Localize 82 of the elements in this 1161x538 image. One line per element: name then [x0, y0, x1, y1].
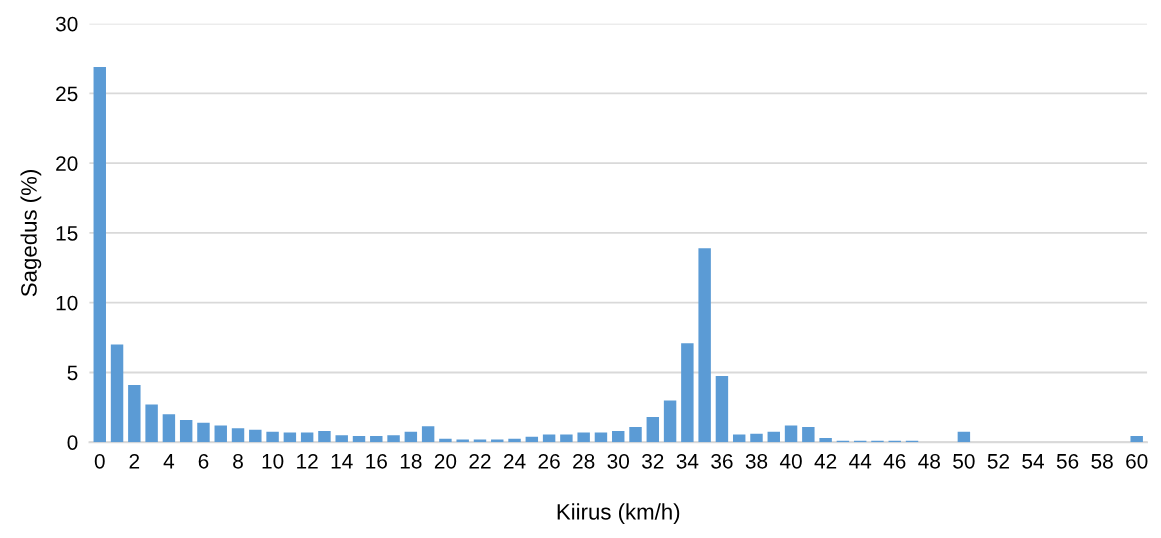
x-tick-label: 22: [469, 453, 491, 469]
bar: [698, 248, 711, 443]
bar: [283, 432, 297, 443]
bar: [715, 375, 729, 443]
x-tick-label: 40: [779, 453, 802, 469]
bar: [335, 435, 348, 443]
x-tick-label: 46: [883, 453, 906, 469]
bar: [162, 414, 176, 443]
bar: [819, 438, 832, 443]
x-tick-label: 4: [163, 454, 175, 469]
bar: [508, 438, 521, 443]
x-tick-label: 20: [434, 453, 457, 469]
x-tick-label: 30: [607, 453, 630, 469]
bar: [145, 404, 158, 443]
x-tick-label: 54: [1022, 454, 1044, 469]
bar: [231, 428, 245, 443]
bar: [249, 429, 262, 443]
bar: [750, 433, 763, 443]
bar: [404, 431, 418, 443]
x-tick-label: 6: [198, 453, 209, 469]
bar: [456, 439, 469, 443]
bar: [387, 435, 400, 443]
x-tick-label: 50: [953, 453, 975, 469]
bar: [957, 431, 971, 443]
x-axis-title: Kiirus (km/h): [557, 503, 680, 525]
bar: [421, 426, 435, 443]
x-tick-label: 12: [297, 453, 318, 469]
x-tick-label: 52: [987, 453, 1009, 469]
bar: [300, 432, 314, 443]
bar: [560, 434, 573, 443]
x-tick-label: 0: [94, 453, 105, 469]
bar: [370, 435, 383, 443]
y-tick-label: 20: [56, 156, 78, 171]
x-tick-label: 24: [504, 453, 526, 469]
bar: [629, 426, 642, 443]
y-tick-label: 10: [56, 295, 78, 311]
x-tick-label: 26: [538, 453, 560, 469]
bar: [594, 432, 608, 443]
x-tick-label: 58: [1091, 453, 1113, 469]
x-tick-label: 44: [849, 454, 872, 469]
x-tick-label: 14: [331, 454, 353, 469]
bar: [473, 439, 487, 443]
y-tick-label: 5: [67, 365, 78, 381]
bar: [266, 431, 279, 443]
bar: [646, 417, 660, 443]
bar: [663, 400, 677, 443]
x-tick-label: 34: [676, 453, 699, 469]
bar: [318, 431, 331, 443]
x-tick-label: 8: [233, 453, 243, 469]
x-tick-label: 56: [1056, 453, 1079, 469]
bar: [612, 431, 625, 443]
x-tick-label: 16: [366, 453, 387, 469]
bar: [577, 432, 590, 443]
bar: [681, 343, 694, 443]
bar: [214, 425, 227, 443]
x-tick-label: 2: [129, 453, 140, 469]
bar: [784, 425, 798, 443]
x-tick-label: 42: [814, 453, 837, 469]
bar: [110, 344, 124, 443]
x-tick-label: 32: [642, 453, 664, 469]
y-axis-title: Sagedus (%): [20, 170, 42, 297]
bar: [767, 431, 780, 443]
y-tick-label: 30: [55, 16, 78, 32]
bar: [1130, 435, 1143, 443]
x-tick-label: 38: [745, 453, 768, 469]
x-tick-label: 28: [573, 453, 595, 469]
x-tick-label: 10: [262, 453, 284, 469]
x-tick-label: 60: [1126, 453, 1148, 469]
bar: [93, 66, 106, 443]
bar: [491, 439, 504, 443]
bar: [352, 435, 366, 443]
y-tick-label: 15: [56, 226, 78, 241]
x-tick-label: 48: [918, 453, 940, 469]
x-tick-label: 18: [400, 453, 422, 469]
bar: [802, 426, 815, 443]
y-tick-label: 0: [67, 435, 78, 450]
bar: [128, 385, 141, 443]
bar: [439, 438, 452, 443]
x-tick-label: 36: [711, 453, 733, 469]
y-tick-label: 25: [56, 86, 78, 102]
bar: [197, 422, 210, 443]
bar: [179, 419, 193, 443]
